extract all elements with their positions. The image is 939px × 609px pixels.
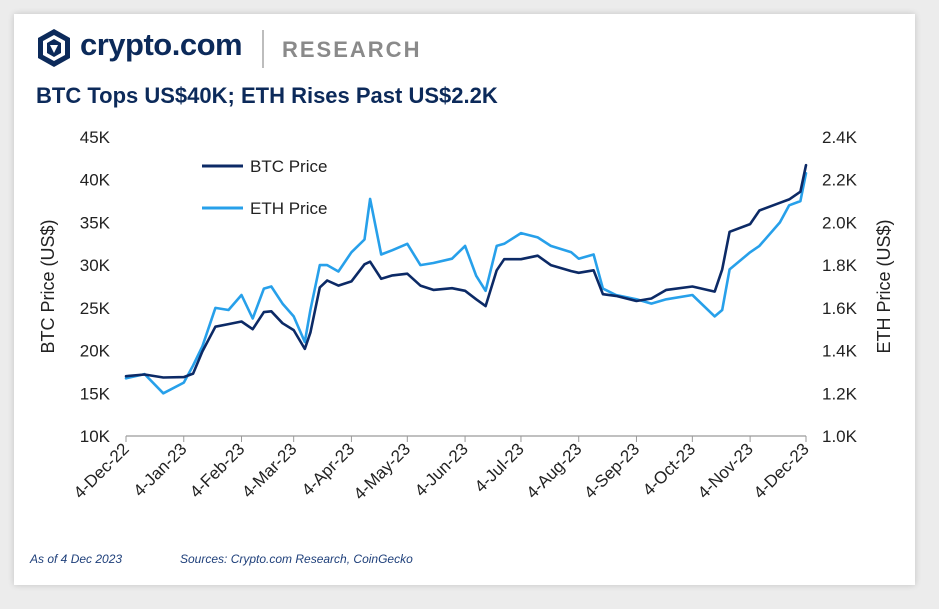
y-left-axis-title: BTC Price (US$) (38, 219, 58, 353)
chart-card (14, 14, 915, 585)
y-right-axis-title: ETH Price (US$) (874, 219, 894, 353)
crypto-com-logo-icon (38, 29, 70, 67)
brand-name: crypto.com (80, 27, 243, 62)
legend-label-btc: BTC Price (250, 157, 327, 176)
x-tick-label: 4-May-23 (350, 439, 414, 503)
chart-title: BTC Tops US$40K; ETH Rises Past US$2.2K (36, 83, 498, 108)
x-tick-label: 4-Dec-22 (70, 439, 133, 502)
x-tick-label: 4-Aug-23 (523, 439, 586, 502)
x-tick-label: 4-Jun-23 (411, 439, 472, 500)
section-label: RESEARCH (282, 37, 422, 62)
x-tick-label: 4-Nov-23 (694, 439, 757, 502)
y-right-tick-label: 1.2K (822, 384, 858, 403)
y-left-tick-label: 10K (80, 427, 111, 446)
y-left-tick-label: 20K (80, 342, 111, 361)
y-left-tick-label: 30K (80, 256, 111, 275)
y-left-tick-label: 35K (80, 213, 111, 232)
header-divider (262, 30, 264, 68)
y-left-tick-label: 40K (80, 171, 111, 190)
sources-note: Sources: Crypto.com Research, CoinGecko (180, 552, 413, 566)
y-left-tick-label: 25K (80, 299, 111, 318)
x-tick-label: 4-Mar-23 (238, 439, 300, 501)
legend-label-eth: ETH Price (250, 199, 327, 218)
y-left-tick-label: 15K (80, 384, 111, 403)
x-tick-label: 4-Jan-23 (130, 439, 191, 500)
y-right-tick-label: 1.8K (822, 256, 858, 275)
y-left-tick-label: 45K (80, 128, 111, 147)
x-tick-label: 4-Jul-23 (471, 439, 528, 496)
x-tick-label: 4-Oct-23 (639, 439, 699, 499)
eth-price-line (124, 172, 808, 395)
as-of-date: As of 4 Dec 2023 (30, 552, 123, 566)
x-tick-label: 4-Sep-23 (580, 439, 643, 502)
y-right-tick-label: 2.2K (822, 171, 858, 190)
x-tick-label: 4-Dec-23 (750, 439, 813, 502)
y-right-tick-label: 1.4K (822, 342, 858, 361)
y-right-tick-label: 2.4K (822, 128, 858, 147)
y-right-tick-label: 1.6K (822, 299, 858, 318)
y-right-tick-label: 1.0K (822, 427, 858, 446)
x-tick-label: 4-Feb-23 (186, 439, 248, 501)
btc-price-line (124, 163, 808, 379)
y-right-tick-label: 2.0K (822, 213, 858, 232)
